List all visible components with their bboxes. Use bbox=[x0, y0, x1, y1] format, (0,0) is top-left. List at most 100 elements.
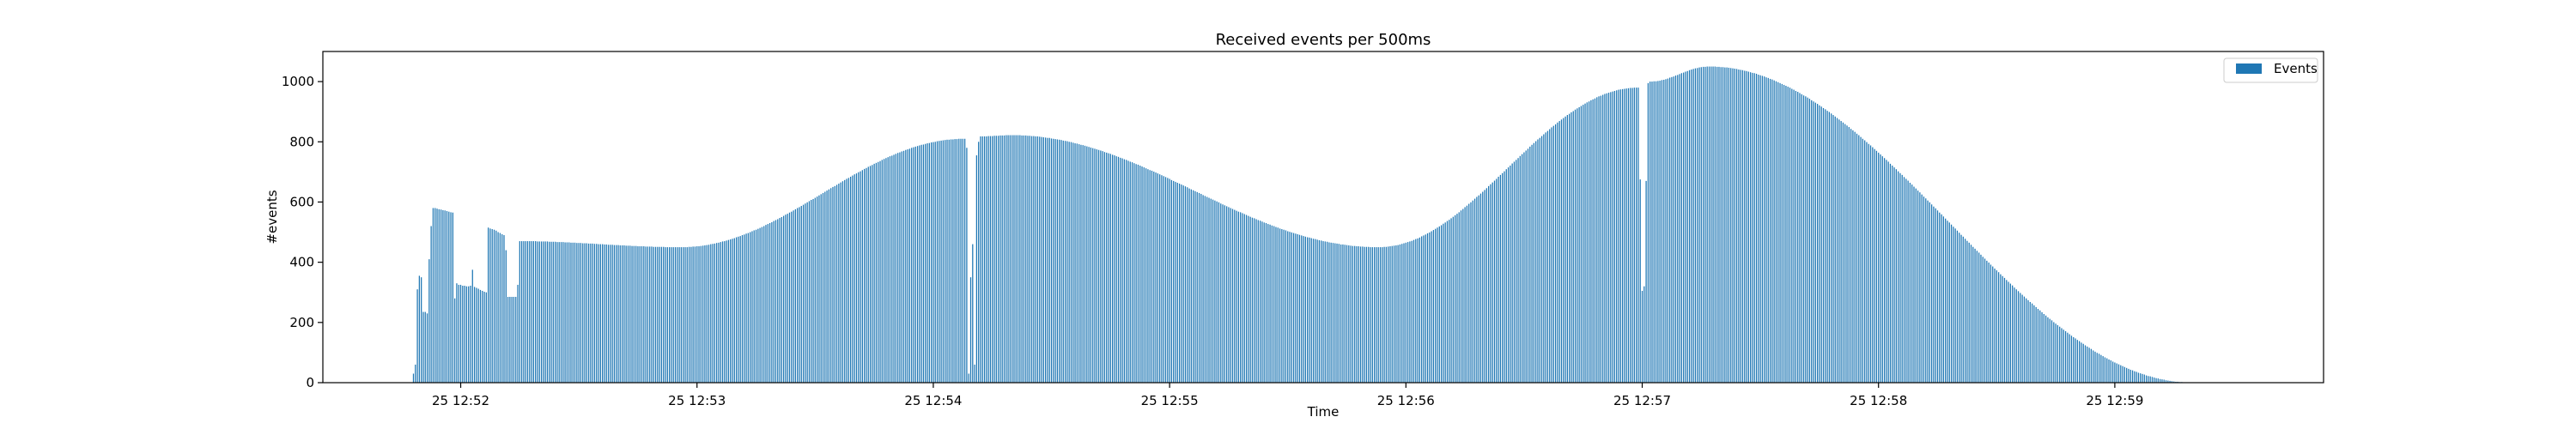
bar bbox=[430, 226, 432, 383]
bar bbox=[1502, 172, 1504, 383]
bar bbox=[1852, 130, 1854, 383]
bar bbox=[835, 184, 838, 383]
bar bbox=[1694, 68, 1697, 384]
bar bbox=[564, 242, 566, 383]
bar bbox=[554, 241, 556, 383]
bar bbox=[1027, 136, 1029, 383]
bar bbox=[568, 242, 570, 383]
bar bbox=[1358, 246, 1359, 383]
bar bbox=[1511, 163, 1513, 383]
bar bbox=[1298, 234, 1301, 383]
bar bbox=[1237, 211, 1240, 383]
bar bbox=[934, 142, 936, 383]
bar bbox=[1986, 260, 1988, 383]
bar bbox=[540, 241, 543, 383]
bar bbox=[785, 214, 787, 383]
bar bbox=[1429, 232, 1431, 383]
bar bbox=[893, 154, 895, 384]
bar bbox=[779, 218, 781, 383]
bar bbox=[668, 247, 671, 383]
bar bbox=[1218, 202, 1220, 383]
bar bbox=[617, 245, 619, 383]
bar bbox=[1758, 75, 1759, 384]
bar bbox=[674, 247, 677, 383]
legend: Events bbox=[2223, 57, 2318, 83]
bar bbox=[1631, 88, 1633, 384]
bar bbox=[1671, 76, 1673, 383]
bar bbox=[2012, 285, 2014, 383]
bar bbox=[560, 242, 562, 383]
bar bbox=[666, 247, 668, 383]
bar bbox=[1791, 88, 1793, 383]
bar bbox=[1775, 81, 1777, 384]
bar bbox=[1633, 88, 1635, 384]
bar bbox=[1802, 95, 1805, 383]
bar bbox=[1444, 222, 1446, 383]
bar bbox=[1133, 163, 1135, 383]
bar bbox=[1342, 244, 1344, 383]
bar bbox=[1076, 143, 1078, 383]
bar bbox=[1220, 203, 1222, 383]
bar bbox=[1639, 179, 1641, 383]
bar bbox=[969, 277, 972, 383]
bar bbox=[1651, 82, 1653, 383]
bar bbox=[692, 246, 694, 383]
bar bbox=[1464, 207, 1466, 383]
bar bbox=[864, 168, 866, 383]
bar bbox=[767, 224, 769, 383]
bar bbox=[922, 144, 925, 383]
bar bbox=[483, 292, 485, 383]
bar bbox=[891, 155, 893, 383]
bar bbox=[1665, 79, 1667, 383]
bar bbox=[1519, 155, 1521, 383]
bar bbox=[1167, 178, 1169, 383]
bar bbox=[1322, 241, 1324, 383]
bar bbox=[1271, 225, 1273, 383]
bar bbox=[1003, 135, 1005, 383]
bar bbox=[720, 242, 721, 383]
bar bbox=[1248, 215, 1249, 383]
bar bbox=[1901, 174, 1903, 383]
bar bbox=[421, 277, 422, 383]
bar bbox=[1222, 204, 1224, 383]
bar bbox=[1543, 134, 1545, 383]
bar bbox=[574, 242, 576, 383]
bar bbox=[1869, 145, 1872, 384]
bar bbox=[1722, 67, 1724, 383]
bar bbox=[454, 298, 456, 383]
bar bbox=[1563, 118, 1564, 384]
bar bbox=[549, 241, 550, 383]
bar bbox=[1240, 212, 1242, 383]
bar bbox=[1685, 71, 1686, 383]
bar bbox=[1819, 105, 1820, 383]
bar bbox=[1456, 214, 1458, 383]
bar bbox=[999, 135, 1001, 383]
bar bbox=[1021, 135, 1023, 383]
bar bbox=[605, 244, 607, 383]
bar bbox=[1039, 136, 1041, 383]
bar bbox=[1287, 231, 1289, 383]
bar bbox=[1106, 152, 1108, 383]
bar bbox=[1316, 239, 1318, 383]
bar bbox=[493, 229, 495, 383]
bar bbox=[511, 296, 513, 383]
bar bbox=[1895, 169, 1897, 383]
bar bbox=[1050, 138, 1053, 383]
bar bbox=[556, 242, 558, 383]
bar bbox=[1898, 171, 1899, 383]
bar bbox=[440, 209, 442, 383]
bar bbox=[1982, 257, 1984, 383]
bar bbox=[1657, 81, 1659, 383]
bar bbox=[1984, 258, 1986, 383]
bar bbox=[702, 245, 704, 383]
x-tick-label: 25 12:55 bbox=[1141, 393, 1199, 408]
bar bbox=[1889, 163, 1892, 383]
bar bbox=[529, 241, 531, 383]
bar bbox=[1047, 137, 1048, 383]
bar bbox=[2157, 378, 2159, 383]
bar bbox=[1728, 67, 1730, 383]
bar bbox=[2090, 348, 2093, 383]
bar bbox=[2161, 379, 2163, 383]
bar bbox=[1415, 239, 1417, 383]
bar bbox=[602, 244, 604, 383]
